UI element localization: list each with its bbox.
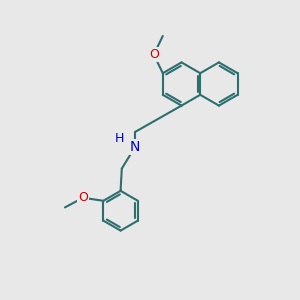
Text: O: O	[149, 48, 159, 61]
Text: O: O	[78, 191, 88, 204]
Text: H: H	[115, 132, 124, 145]
Text: N: N	[130, 140, 140, 154]
